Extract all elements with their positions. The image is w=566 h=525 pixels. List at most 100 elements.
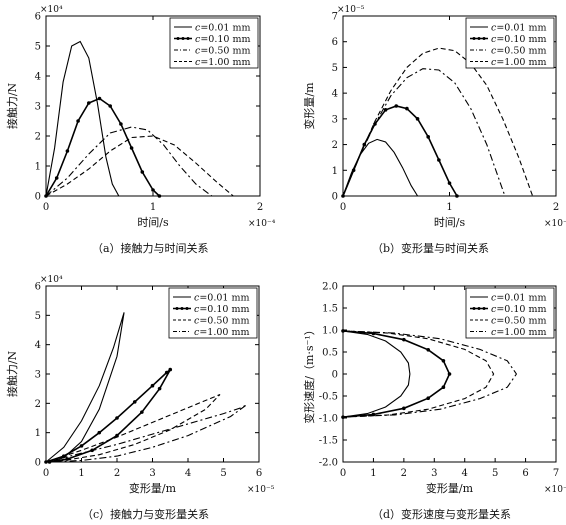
series-marker-b-1 — [415, 117, 420, 121]
x-tick-label-d: 3 — [431, 468, 437, 479]
series-marker-c-1 — [132, 400, 137, 404]
x-tick-label-d: 7 — [553, 468, 559, 479]
y-axis-label-d: 变形速度/（m·s⁻¹） — [302, 324, 316, 424]
caption-d: （d）变形速度与变形量关系 — [372, 508, 512, 521]
y-tick-label-c: 6 — [35, 282, 41, 293]
y-exponent-c: ×10⁴ — [40, 275, 63, 285]
y-tick-label-d: 2.0 — [322, 282, 338, 293]
x-tick-label-a: 0 — [43, 202, 49, 213]
legend-box-b — [465, 17, 555, 69]
x-tick-label-b: 1 — [446, 202, 452, 213]
y-tick-label-b: 5 — [332, 63, 338, 74]
x-exponent-b: ×10⁻⁴ — [544, 219, 566, 229]
series-marker-b-1 — [437, 158, 441, 162]
y-tick-label-d: 1.5 — [322, 304, 338, 315]
series-line-b-1 — [342, 105, 458, 197]
series-marker-b-1 — [426, 135, 431, 139]
legend-label-a-0: c=0.01 mm — [195, 23, 250, 34]
x-tick-label-b: 2 — [553, 202, 559, 213]
series-marker-a-1 — [97, 96, 102, 101]
y-tick-label-c: 0 — [35, 458, 41, 469]
y-tick-label-b: 0 — [332, 192, 338, 203]
y-axis-label-c: 接触力/N — [5, 350, 19, 397]
y-tick-label-b: 7 — [332, 12, 338, 23]
x-axis-label-c: 变形量/m — [129, 481, 177, 495]
series-marker-b-1 — [405, 106, 409, 111]
series-line-c-3 — [45, 404, 247, 463]
series-marker-c-1 — [168, 367, 173, 372]
x-exponent-c: ×10⁻⁵ — [247, 485, 275, 495]
y-tick-label-c: 5 — [35, 311, 41, 322]
y-tick-label-d: 0.5 — [322, 348, 338, 359]
series-marker-a-1 — [108, 104, 112, 108]
series-marker-c-1 — [115, 416, 119, 420]
x-tick-label-c: 3 — [149, 468, 155, 479]
y-tick-label-c: 3 — [35, 370, 41, 381]
series-line-b-2 — [342, 68, 506, 197]
x-axis-label-b: 时间/s — [434, 216, 466, 229]
series-marker-b-1 — [455, 194, 459, 198]
legend-label-d-2: c=0.50 mm — [491, 316, 546, 327]
x-tick-label-d: 0 — [340, 468, 346, 479]
legend-label-c-3: c=1.00 mm — [194, 327, 249, 338]
series-marker-a-1 — [65, 149, 70, 153]
legend-marker-b-1 — [477, 37, 481, 40]
y-tick-label-b: 2 — [332, 140, 338, 151]
legend-label-b-1: c=0.10 mm — [491, 34, 546, 45]
legend-marker-c-1 — [175, 307, 179, 310]
series-line-d-2 — [342, 330, 495, 418]
legend-marker-d-1 — [482, 307, 486, 310]
x-tick-label-c: 4 — [185, 468, 191, 479]
y-tick-label-a: 0 — [35, 192, 41, 203]
series-line-c-2 — [45, 393, 221, 463]
y-tick-label-d: -1.0 — [319, 414, 338, 425]
y-tick-label-d: -1.5 — [319, 436, 338, 447]
series-line-a-3 — [45, 135, 234, 197]
series-marker-a-1 — [140, 170, 145, 174]
y-tick-label-a: 6 — [35, 12, 41, 23]
y-tick-label-a: 4 — [35, 72, 41, 83]
series-marker-a-1 — [119, 122, 123, 126]
caption-a: （a）接触力与时间关系 — [92, 242, 209, 255]
x-exponent-a: ×10⁻⁴ — [248, 219, 276, 229]
legend-label-b-3: c=1.00 mm — [491, 57, 546, 68]
series-marker-c-1 — [164, 370, 169, 375]
legend-marker-c-1 — [185, 307, 189, 310]
series-marker-b-1 — [447, 181, 452, 185]
legend-marker-a-1 — [176, 37, 180, 40]
y-tick-label-c: 2 — [35, 399, 41, 410]
series-marker-a-1 — [129, 146, 134, 150]
y-exponent-b: ×10⁻⁵ — [337, 5, 365, 15]
legend-box-c — [168, 287, 258, 339]
series-marker-b-1 — [394, 104, 399, 108]
series-marker-d-1 — [402, 406, 406, 411]
legend-label-d-3: c=1.00 mm — [491, 327, 546, 338]
y-tick-label-b: 6 — [332, 37, 338, 48]
y-axis-label-b: 变形量/m — [302, 82, 316, 130]
x-tick-label-d: 2 — [401, 468, 407, 479]
x-tick-label-a: 2 — [257, 202, 263, 213]
series-marker-c-1 — [140, 410, 144, 414]
x-tick-label-b: 0 — [340, 202, 346, 213]
caption-c: （c）接触力与变形量关系 — [82, 508, 210, 521]
series-marker-d-1 — [441, 359, 446, 363]
series-line-d-0 — [342, 330, 411, 418]
legend-label-b-2: c=0.50 mm — [491, 46, 546, 57]
legend-marker-b-1 — [472, 37, 476, 40]
series-marker-a-1 — [157, 194, 162, 198]
y-tick-label-c: 1 — [35, 428, 41, 439]
x-exponent-d: ×10⁻⁵ — [544, 485, 566, 495]
legend-label-d-0: c=0.01 mm — [491, 293, 546, 304]
legend-label-d-1: c=0.10 mm — [491, 304, 546, 315]
x-tick-label-d: 4 — [462, 468, 468, 479]
legend-marker-d-1 — [477, 307, 481, 310]
series-marker-c-1 — [150, 383, 155, 388]
y-tick-label-a: 5 — [35, 42, 41, 53]
series-marker-d-1 — [341, 415, 345, 419]
legend-marker-d-1 — [472, 307, 476, 310]
x-axis-label-d: 变形量/m — [426, 481, 474, 495]
series-marker-a-1 — [151, 188, 155, 192]
series-marker-a-1 — [87, 101, 91, 105]
legend-label-a-1: c=0.10 mm — [195, 34, 250, 45]
